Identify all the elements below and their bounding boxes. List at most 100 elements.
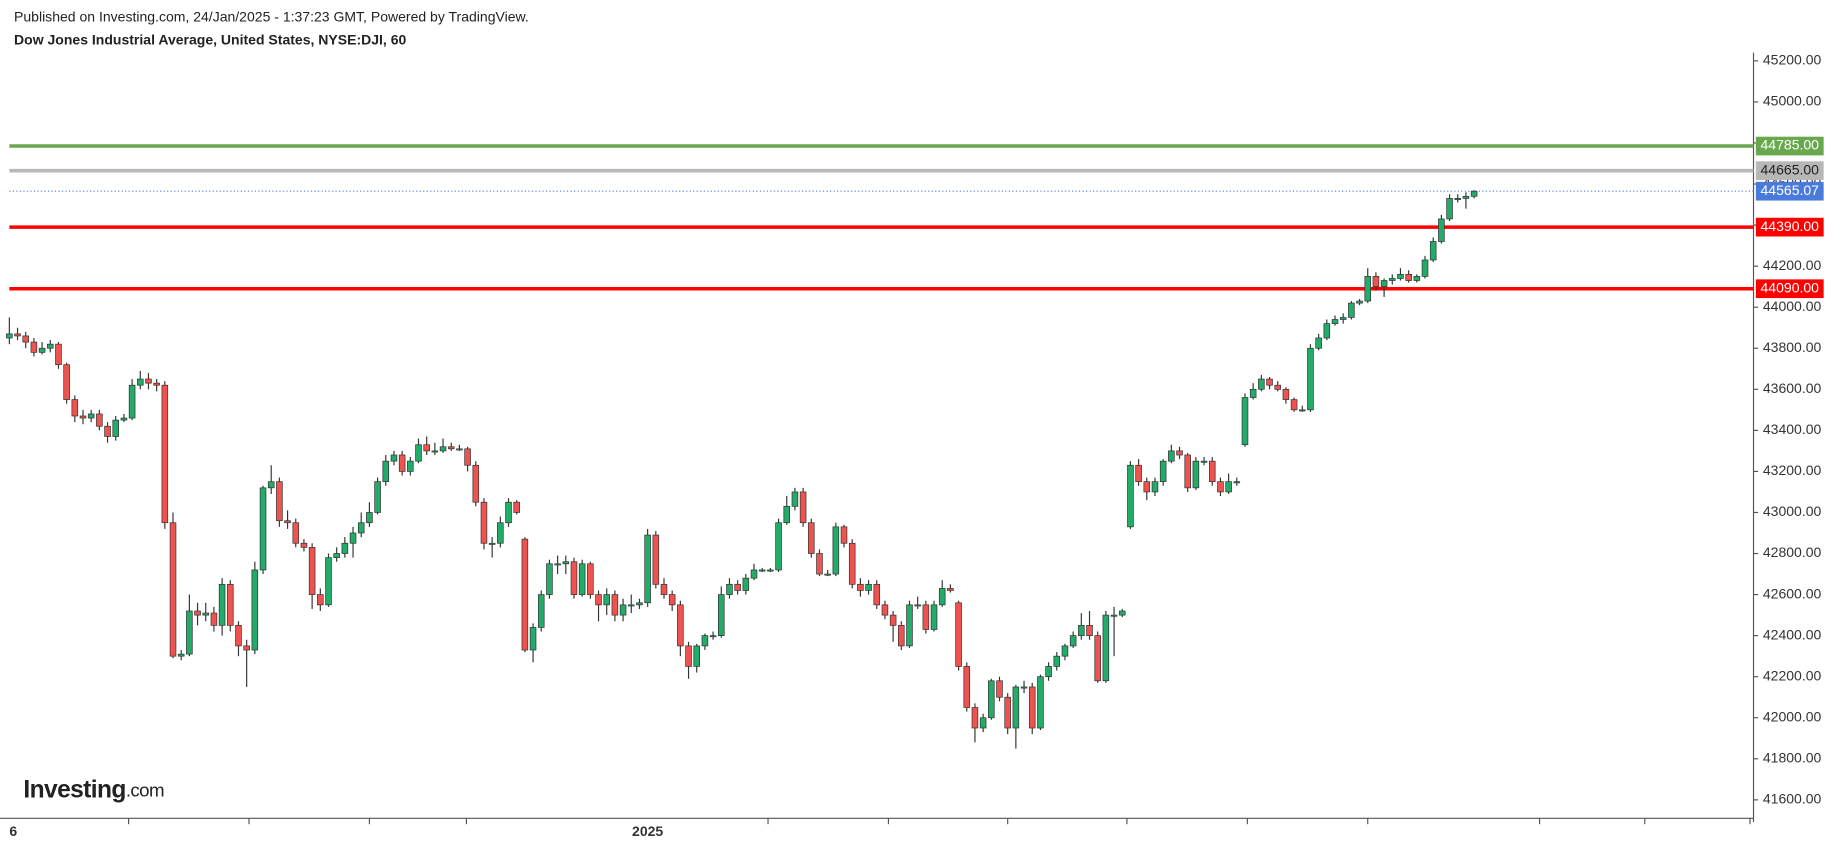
y-tick-label: 42800.00 (1763, 544, 1822, 560)
candle-body (456, 448, 463, 451)
candle-body (292, 522, 300, 544)
y-tick-label: 43400.00 (1763, 421, 1822, 437)
candle-body (55, 343, 62, 366)
candle-body (709, 635, 717, 638)
candle-body (1307, 347, 1314, 411)
candle-body (652, 534, 660, 585)
x-tick-label: 6 (9, 823, 17, 839)
candle-body (996, 680, 1003, 698)
candle-body (1118, 610, 1126, 616)
candle-body (1446, 198, 1453, 220)
candle-body (1389, 278, 1396, 281)
candle-body (1069, 635, 1077, 647)
candle-body (521, 538, 529, 651)
candle-body (914, 604, 921, 607)
candle-body (202, 612, 210, 616)
candle-body (644, 534, 651, 604)
y-tick-label: 43800.00 (1763, 339, 1822, 355)
candle-body (1438, 218, 1445, 242)
y-tick-label: 42000.00 (1763, 708, 1822, 724)
candle-body (186, 610, 193, 655)
candle-body (1315, 337, 1322, 349)
y-tick-label: 42400.00 (1763, 626, 1822, 642)
level-label-box (1755, 217, 1824, 237)
candle-body (1110, 614, 1118, 617)
candle-body (758, 569, 766, 572)
candle-body (767, 569, 774, 572)
candle-body (791, 491, 799, 507)
candle-body (488, 542, 496, 545)
candle-body (161, 384, 169, 524)
candle-body (1078, 625, 1085, 636)
candle-body (898, 625, 905, 647)
candle-body (537, 594, 545, 628)
candle-body (873, 583, 881, 606)
level-label-box (1755, 161, 1824, 181)
candle-body (1348, 302, 1355, 318)
y-tick-label: 45200.00 (1763, 52, 1822, 68)
candle-body (325, 557, 332, 606)
candle-body (1298, 409, 1306, 412)
candle-body (1225, 481, 1232, 493)
y-tick-label: 42200.00 (1763, 667, 1822, 683)
candle-body (1249, 388, 1257, 398)
candle-body (660, 583, 668, 595)
candle-body (930, 604, 938, 630)
candle-body (848, 542, 856, 585)
candle-body (1127, 464, 1134, 528)
logo: Investing.com (23, 777, 164, 804)
candle-body (562, 561, 570, 565)
candle-body (177, 653, 185, 657)
last-price-box (1755, 181, 1824, 201)
candle-body (153, 382, 160, 386)
candle-body (398, 454, 406, 472)
candle-body (693, 645, 701, 667)
candle-body (1135, 464, 1142, 483)
candle-body (726, 583, 733, 595)
candle-body (1086, 625, 1093, 636)
chart-title: Dow Jones Industrial Average, United Sta… (14, 32, 406, 48)
candle-body (1176, 450, 1183, 456)
candle-body (1421, 259, 1429, 277)
candle-body (1331, 319, 1339, 324)
candle-body (79, 415, 87, 419)
candle-body (1462, 195, 1470, 199)
candle-body (341, 542, 349, 554)
candle-body (284, 520, 291, 524)
candle-body (595, 594, 602, 606)
candle-body (1168, 450, 1175, 462)
candle-body (1012, 686, 1020, 729)
candle-body (750, 569, 758, 579)
candle-body (210, 612, 218, 626)
candle-body (922, 604, 930, 630)
candle-body (513, 501, 520, 513)
candle-body (546, 563, 553, 595)
candle-body (1266, 378, 1273, 386)
candle-body (415, 444, 422, 462)
candle-body (333, 553, 340, 558)
candle-body (349, 532, 357, 544)
candle-body (1397, 273, 1404, 279)
published-note: Published on Investing.com, 24/Jan/2025 … (14, 8, 529, 24)
candle-body (857, 583, 864, 591)
candle-body (480, 501, 488, 544)
candle-body (816, 553, 823, 575)
candle-body (497, 522, 504, 544)
candle-body (619, 604, 627, 616)
candle-body (685, 645, 692, 667)
candle-body (1339, 317, 1347, 320)
candle-body (1241, 397, 1249, 446)
candle-body (938, 588, 946, 606)
candle-body (1053, 655, 1061, 667)
candle-body (636, 602, 643, 606)
candle-body (668, 594, 676, 606)
candle-body (235, 625, 242, 647)
candle-body (447, 446, 455, 450)
candle-body (881, 604, 889, 616)
level-label: 44785.00 (1761, 137, 1820, 153)
candle-body (1045, 666, 1052, 678)
candle-body (775, 522, 782, 571)
candle-body (1159, 460, 1167, 483)
